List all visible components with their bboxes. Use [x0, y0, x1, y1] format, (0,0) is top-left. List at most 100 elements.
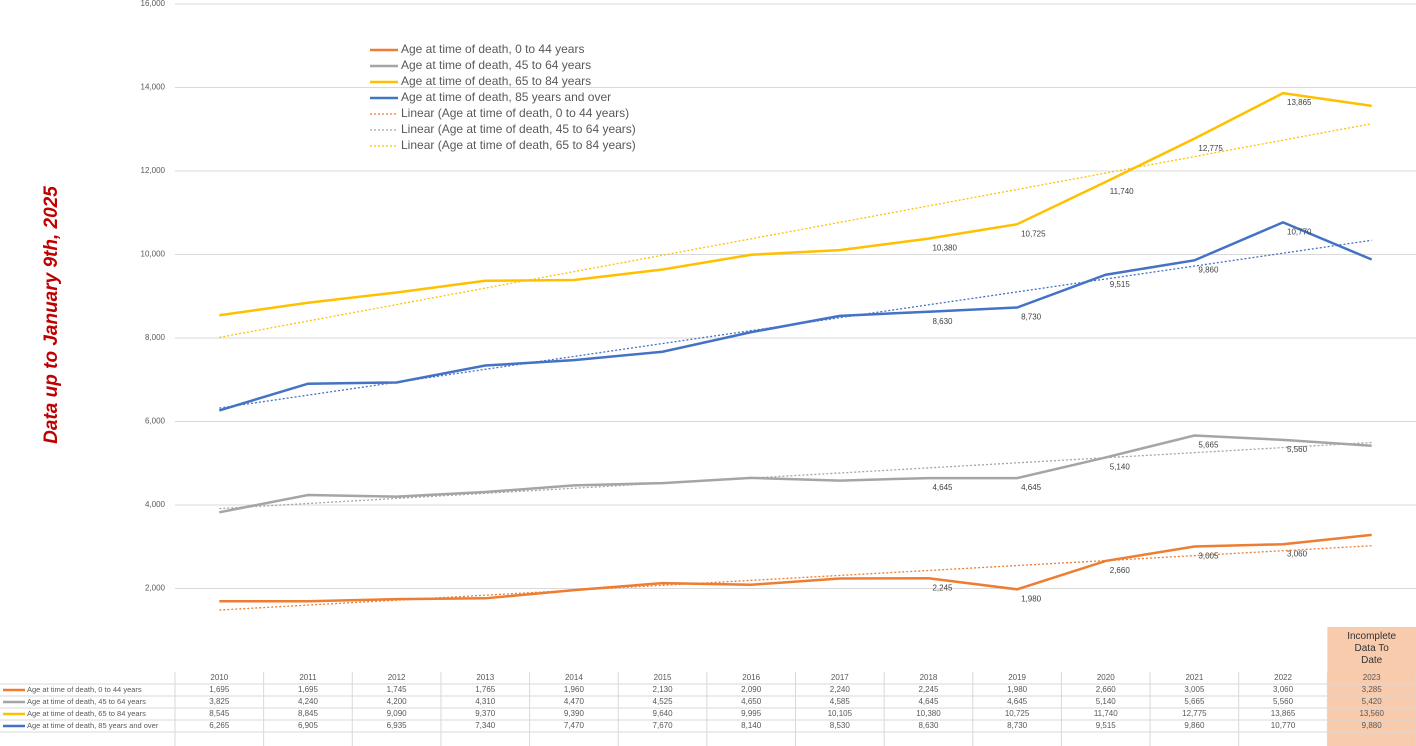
table-cell: 1,980 [1007, 685, 1028, 694]
table-header: 2021 [1185, 673, 1203, 682]
y-tick-label: 8,000 [145, 333, 166, 342]
table-header: 2020 [1097, 673, 1115, 682]
incomplete-highlight [1327, 627, 1416, 746]
legend-label: Linear (Age at time of death, 0 to 44 ye… [401, 106, 629, 120]
data-label: 8,730 [1021, 313, 1042, 322]
trendline [219, 441, 1372, 510]
table-cell: 13,865 [1271, 709, 1296, 718]
table-cell: 8,140 [741, 721, 762, 730]
data-label: 5,560 [1287, 445, 1308, 454]
table-cell: 6,935 [387, 721, 408, 730]
legend-label: Linear (Age at time of death, 45 to 64 y… [401, 122, 636, 136]
table-cell: 1,695 [298, 685, 319, 694]
table-cell: 5,560 [1273, 697, 1294, 706]
series-line [219, 434, 1372, 514]
legend-label: Linear (Age at time of death, 65 to 84 y… [401, 138, 636, 152]
table-header: 2011 [299, 673, 317, 682]
table-cell: 4,200 [387, 697, 408, 706]
table-header: 2018 [920, 673, 938, 682]
table-cell: 9,515 [1096, 721, 1117, 730]
legend-label: Age at time of death, 0 to 44 years [401, 42, 584, 56]
table-header: 2013 [476, 673, 494, 682]
table-cell: 3,005 [1184, 685, 1205, 694]
table-header: 2019 [1008, 673, 1026, 682]
legend-label: Age at time of death, 85 years and over [401, 90, 611, 104]
table-row-label: Age at time of death, 0 to 44 years [27, 685, 142, 694]
table-cell: 9,995 [741, 709, 762, 718]
column-note: Incomplete Data To Date [1347, 631, 1396, 666]
data-label: 4,645 [1021, 483, 1042, 492]
legend-label: Age at time of death, 65 to 84 years [401, 74, 591, 88]
table-cell: 4,645 [918, 697, 939, 706]
data-label: 13,865 [1287, 98, 1312, 107]
data-label: 11,740 [1110, 187, 1134, 196]
table-cell: 4,310 [475, 697, 496, 706]
table-cell: 1,695 [209, 685, 230, 694]
side-note: Data up to January 9th, 2025 [41, 186, 62, 444]
y-tick-label: 12,000 [141, 166, 166, 175]
data-label: 3,060 [1287, 549, 1308, 558]
y-tick-label: 14,000 [141, 83, 166, 92]
data-label: 10,380 [932, 244, 957, 253]
y-tick-label: 4,000 [145, 500, 166, 509]
data-label: 9,515 [1110, 280, 1131, 289]
y-tick-label: 16,000 [141, 0, 166, 8]
table-cell: 2,130 [653, 685, 674, 694]
table-cell: 2,660 [1096, 685, 1117, 694]
data-label: 12,775 [1198, 144, 1223, 153]
y-tick-label: 10,000 [141, 250, 166, 259]
data-label: 1,980 [1021, 594, 1042, 603]
table-row-label: Age at time of death, 85 years and over [27, 721, 159, 730]
table-header: 2017 [831, 673, 849, 682]
table-cell: 1,960 [564, 685, 585, 694]
data-label: 4,645 [932, 483, 953, 492]
series-line [218, 220, 1373, 412]
data-label: 5,140 [1110, 463, 1131, 472]
table-cell: 7,470 [564, 721, 585, 730]
table-cell: 1,745 [387, 685, 408, 694]
table-cell: 9,880 [1362, 721, 1383, 730]
table-cell: 9,640 [653, 709, 674, 718]
table-cell: 10,105 [828, 709, 853, 718]
table-cell: 4,525 [653, 697, 674, 706]
data-label: 9,860 [1198, 265, 1219, 274]
table-cell: 4,645 [1007, 697, 1028, 706]
table-cell: 11,740 [1094, 709, 1118, 718]
table-cell: 2,090 [741, 685, 762, 694]
table-cell: 6,905 [298, 721, 319, 730]
table-cell: 9,090 [387, 709, 408, 718]
table-cell: 13,560 [1359, 709, 1384, 718]
table-cell: 4,240 [298, 697, 319, 706]
table-cell: 10,380 [916, 709, 941, 718]
table-cell: 8,530 [830, 721, 851, 730]
data-label: 5,665 [1198, 441, 1219, 450]
table-cell: 9,860 [1184, 721, 1205, 730]
table-cell: 7,340 [475, 721, 496, 730]
series-line [219, 91, 1372, 317]
table-cell: 2,240 [830, 685, 851, 694]
trendline [219, 123, 1372, 339]
table-cell: 3,825 [209, 697, 230, 706]
table-cell: 5,140 [1096, 697, 1117, 706]
table-header: 2010 [210, 673, 228, 682]
table-cell: 8,630 [918, 721, 939, 730]
data-label: 10,725 [1021, 229, 1046, 238]
legend-label: Age at time of death, 45 to 64 years [401, 58, 591, 72]
data-label: 10,770 [1287, 227, 1312, 236]
table-cell: 8,730 [1007, 721, 1028, 730]
table-cell: 12,775 [1182, 709, 1207, 718]
table-cell: 7,670 [653, 721, 674, 730]
series-line [219, 533, 1372, 603]
table-header: 2012 [388, 673, 406, 682]
table-cell: 8,545 [209, 709, 230, 718]
table-cell: 3,285 [1362, 685, 1383, 694]
table-cell: 10,770 [1271, 721, 1296, 730]
table-cell: 4,650 [741, 697, 762, 706]
table-cell: 9,370 [475, 709, 496, 718]
table-header: 2023 [1363, 673, 1381, 682]
table-cell: 1,765 [475, 685, 496, 694]
table-header: 2016 [742, 673, 760, 682]
data-label: 8,630 [932, 317, 953, 326]
table-header: 2015 [654, 673, 672, 682]
